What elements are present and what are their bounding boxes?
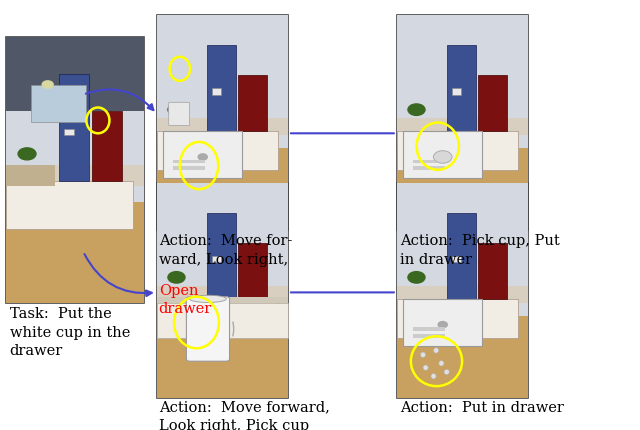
Circle shape xyxy=(42,81,53,88)
FancyBboxPatch shape xyxy=(92,111,122,181)
FancyBboxPatch shape xyxy=(157,297,288,303)
FancyBboxPatch shape xyxy=(6,37,144,111)
Ellipse shape xyxy=(433,348,439,353)
Text: Task:  Put the
white cup in the
drawer: Task: Put the white cup in the drawer xyxy=(10,307,130,358)
FancyBboxPatch shape xyxy=(157,148,288,230)
FancyBboxPatch shape xyxy=(6,202,144,303)
Circle shape xyxy=(433,151,452,163)
Text: Action:  Move for-
ward, Look right,: Action: Move for- ward, Look right, xyxy=(159,234,292,267)
FancyBboxPatch shape xyxy=(173,160,205,163)
FancyBboxPatch shape xyxy=(413,160,445,163)
FancyBboxPatch shape xyxy=(64,129,74,135)
FancyBboxPatch shape xyxy=(452,256,461,262)
Circle shape xyxy=(438,154,447,160)
Ellipse shape xyxy=(431,374,436,379)
FancyBboxPatch shape xyxy=(212,256,221,262)
Circle shape xyxy=(18,148,36,160)
FancyBboxPatch shape xyxy=(163,131,242,178)
Circle shape xyxy=(198,154,207,160)
FancyBboxPatch shape xyxy=(31,85,86,122)
FancyBboxPatch shape xyxy=(397,286,528,303)
FancyBboxPatch shape xyxy=(157,286,288,303)
FancyBboxPatch shape xyxy=(397,183,528,316)
FancyBboxPatch shape xyxy=(169,102,189,126)
Text: Action:  Put in drawer: Action: Put in drawer xyxy=(400,401,564,415)
Text: Action:  Move forward,
Look right, Pick cup: Action: Move forward, Look right, Pick c… xyxy=(159,401,330,430)
FancyBboxPatch shape xyxy=(207,213,236,299)
FancyBboxPatch shape xyxy=(413,334,445,338)
FancyBboxPatch shape xyxy=(447,213,476,299)
FancyBboxPatch shape xyxy=(6,165,144,186)
FancyBboxPatch shape xyxy=(478,75,507,131)
FancyBboxPatch shape xyxy=(478,243,507,299)
FancyBboxPatch shape xyxy=(157,118,288,135)
FancyBboxPatch shape xyxy=(397,118,528,135)
FancyBboxPatch shape xyxy=(397,183,528,398)
FancyBboxPatch shape xyxy=(157,303,288,338)
FancyBboxPatch shape xyxy=(212,89,221,95)
FancyBboxPatch shape xyxy=(6,165,54,186)
FancyBboxPatch shape xyxy=(397,148,528,230)
FancyBboxPatch shape xyxy=(157,299,278,338)
FancyBboxPatch shape xyxy=(157,183,288,316)
FancyBboxPatch shape xyxy=(173,166,205,170)
Ellipse shape xyxy=(189,295,227,302)
FancyBboxPatch shape xyxy=(403,299,482,346)
FancyBboxPatch shape xyxy=(157,15,288,230)
FancyBboxPatch shape xyxy=(397,316,528,398)
Ellipse shape xyxy=(444,369,449,375)
Circle shape xyxy=(168,272,185,283)
FancyBboxPatch shape xyxy=(6,37,144,303)
FancyBboxPatch shape xyxy=(397,131,518,170)
Circle shape xyxy=(168,104,185,115)
FancyBboxPatch shape xyxy=(157,183,288,398)
Text: Action:  Pick cup, Put
in drawer: Action: Pick cup, Put in drawer xyxy=(400,234,560,267)
FancyBboxPatch shape xyxy=(447,45,476,131)
FancyBboxPatch shape xyxy=(157,316,288,398)
Ellipse shape xyxy=(423,365,428,370)
FancyBboxPatch shape xyxy=(413,327,445,331)
Text: Open
drawer: Open drawer xyxy=(159,284,212,316)
Ellipse shape xyxy=(420,352,426,357)
FancyBboxPatch shape xyxy=(238,243,267,299)
FancyBboxPatch shape xyxy=(157,15,288,148)
FancyBboxPatch shape xyxy=(238,75,267,131)
Ellipse shape xyxy=(439,361,444,366)
Circle shape xyxy=(408,104,425,115)
FancyBboxPatch shape xyxy=(397,15,528,230)
Circle shape xyxy=(438,322,447,328)
FancyBboxPatch shape xyxy=(452,89,461,95)
FancyBboxPatch shape xyxy=(397,15,528,148)
FancyBboxPatch shape xyxy=(207,45,236,131)
FancyBboxPatch shape xyxy=(403,131,482,178)
FancyBboxPatch shape xyxy=(186,297,230,361)
FancyBboxPatch shape xyxy=(6,37,144,202)
FancyBboxPatch shape xyxy=(413,166,445,170)
FancyBboxPatch shape xyxy=(397,299,518,338)
FancyBboxPatch shape xyxy=(157,131,278,170)
FancyBboxPatch shape xyxy=(59,74,89,181)
FancyBboxPatch shape xyxy=(6,181,133,228)
Circle shape xyxy=(408,272,425,283)
